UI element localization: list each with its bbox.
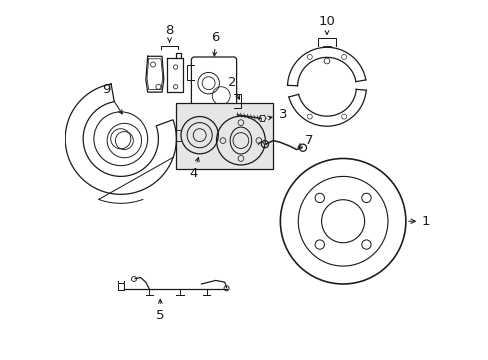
Bar xyxy=(176,103,273,169)
Text: 4: 4 xyxy=(189,158,199,180)
Text: 2: 2 xyxy=(227,76,239,99)
Text: 3: 3 xyxy=(267,108,286,121)
Text: 10: 10 xyxy=(318,15,335,35)
Text: 7: 7 xyxy=(297,134,313,147)
Text: 8: 8 xyxy=(165,23,173,42)
Text: 6: 6 xyxy=(211,31,220,56)
Text: 5: 5 xyxy=(156,300,164,322)
Text: 1: 1 xyxy=(408,215,429,228)
Text: 9: 9 xyxy=(102,83,122,114)
